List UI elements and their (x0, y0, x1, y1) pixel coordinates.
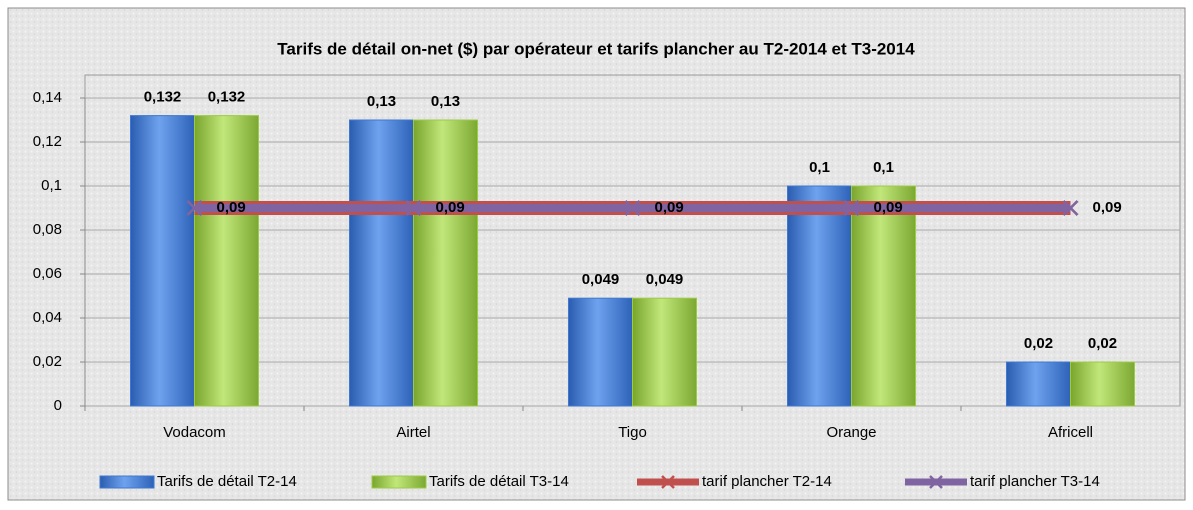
bar (1006, 361, 1071, 407)
data-label: 0,1 (809, 159, 830, 176)
bar (349, 119, 414, 407)
y-tick-label: 0,06 (33, 265, 62, 282)
data-label: 0,09 (874, 199, 903, 216)
y-tick-label: 0,14 (33, 89, 62, 106)
x-tick-label: Orange (826, 424, 876, 441)
legend-label: tarif plancher T3-14 (970, 473, 1100, 490)
x-tick-label: Tigo (618, 424, 647, 441)
line-marker (843, 200, 860, 216)
y-tick-label: 0,04 (33, 309, 62, 326)
bar (1070, 361, 1135, 407)
chart-title: Tarifs de détail on-net ($) par opérateu… (277, 39, 915, 58)
data-label: 0,02 (1024, 335, 1053, 352)
data-label: 0,09 (217, 199, 246, 216)
bar (568, 297, 633, 407)
legend-swatch (371, 475, 427, 489)
data-label: 0,049 (646, 271, 684, 288)
data-label: 0,132 (144, 89, 182, 106)
bar (413, 119, 478, 407)
data-label: 0,13 (431, 93, 460, 110)
bar (632, 297, 697, 407)
legend-label: Tarifs de détail T3-14 (429, 473, 569, 490)
line-marker (405, 200, 422, 216)
legend-marker (661, 475, 675, 489)
data-label: 0,09 (655, 199, 684, 216)
data-label: 0,09 (1093, 199, 1122, 216)
legend-swatch (99, 475, 155, 489)
data-label: 0,13 (367, 93, 396, 110)
x-tick-label: Africell (1048, 424, 1093, 441)
bar (130, 115, 195, 407)
legend-label: tarif plancher T2-14 (702, 473, 832, 490)
bar (787, 185, 852, 407)
y-tick-label: 0,02 (33, 353, 62, 370)
legend-marker (929, 475, 943, 489)
y-tick-label: 0,1 (41, 177, 62, 194)
data-label: 0,09 (436, 199, 465, 216)
bar (194, 115, 259, 407)
data-label: 0,02 (1088, 335, 1117, 352)
y-tick-label: 0,12 (33, 133, 62, 150)
line-marker (624, 200, 641, 216)
line-marker (1062, 200, 1079, 216)
bar (851, 185, 916, 407)
data-label: 0,1 (873, 159, 894, 176)
line-marker (186, 200, 203, 216)
legend-label: Tarifs de détail T2-14 (157, 473, 297, 490)
x-tick-label: Vodacom (163, 424, 226, 441)
data-label: 0,049 (582, 271, 620, 288)
data-label: 0,132 (208, 89, 246, 106)
x-tick-label: Airtel (396, 424, 430, 441)
y-tick-label: 0 (54, 397, 62, 414)
y-tick-label: 0,08 (33, 221, 62, 238)
